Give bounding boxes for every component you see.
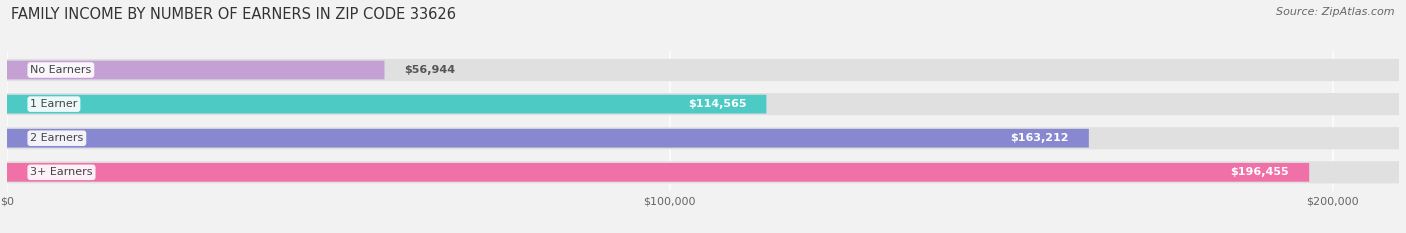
Text: FAMILY INCOME BY NUMBER OF EARNERS IN ZIP CODE 33626: FAMILY INCOME BY NUMBER OF EARNERS IN ZI…	[11, 7, 457, 22]
FancyBboxPatch shape	[7, 93, 1399, 115]
FancyBboxPatch shape	[7, 161, 1399, 183]
FancyBboxPatch shape	[7, 61, 384, 79]
FancyBboxPatch shape	[7, 95, 766, 113]
FancyBboxPatch shape	[7, 163, 1309, 182]
Text: 1 Earner: 1 Earner	[31, 99, 77, 109]
FancyBboxPatch shape	[7, 127, 1399, 149]
Text: $196,455: $196,455	[1230, 167, 1289, 177]
Text: Source: ZipAtlas.com: Source: ZipAtlas.com	[1277, 7, 1395, 17]
Text: $163,212: $163,212	[1011, 133, 1069, 143]
Text: No Earners: No Earners	[31, 65, 91, 75]
Text: $114,565: $114,565	[688, 99, 747, 109]
Text: $56,944: $56,944	[405, 65, 456, 75]
FancyBboxPatch shape	[7, 59, 1399, 81]
Text: 3+ Earners: 3+ Earners	[31, 167, 93, 177]
Text: 2 Earners: 2 Earners	[31, 133, 83, 143]
FancyBboxPatch shape	[7, 129, 1088, 147]
